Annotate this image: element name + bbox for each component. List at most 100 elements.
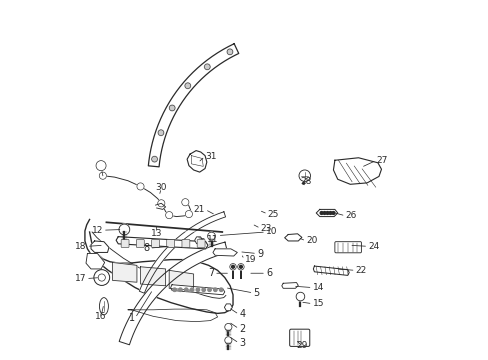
Circle shape (207, 232, 215, 240)
FancyBboxPatch shape (289, 329, 309, 346)
Circle shape (119, 224, 129, 235)
Circle shape (169, 105, 175, 111)
Polygon shape (187, 150, 206, 172)
Text: 25: 25 (267, 210, 279, 219)
Text: 16: 16 (95, 312, 106, 321)
Polygon shape (212, 249, 237, 256)
Polygon shape (155, 203, 165, 210)
Polygon shape (119, 242, 227, 345)
Circle shape (172, 288, 176, 292)
Polygon shape (333, 158, 381, 184)
Circle shape (328, 212, 331, 215)
Polygon shape (169, 270, 193, 291)
Circle shape (231, 265, 234, 268)
Polygon shape (194, 237, 202, 244)
Text: 5: 5 (253, 288, 259, 298)
Text: 15: 15 (312, 299, 324, 308)
Text: 18: 18 (75, 242, 86, 251)
FancyBboxPatch shape (136, 239, 144, 247)
Ellipse shape (99, 298, 108, 315)
Circle shape (296, 292, 304, 301)
Circle shape (158, 130, 163, 136)
Text: 23: 23 (260, 224, 271, 233)
Polygon shape (281, 283, 298, 288)
Circle shape (237, 264, 244, 270)
Text: 12: 12 (91, 226, 102, 235)
Text: 14: 14 (312, 283, 324, 292)
FancyBboxPatch shape (151, 239, 159, 247)
Circle shape (320, 212, 323, 215)
Circle shape (219, 288, 223, 292)
Circle shape (298, 170, 310, 181)
Circle shape (204, 64, 210, 70)
Text: 30: 30 (155, 183, 167, 192)
Circle shape (196, 288, 199, 292)
Circle shape (178, 288, 182, 292)
Polygon shape (91, 241, 109, 252)
Text: 11: 11 (206, 235, 218, 244)
Text: 17: 17 (74, 274, 86, 283)
Text: 21: 21 (193, 205, 204, 214)
Circle shape (158, 200, 164, 207)
Circle shape (213, 288, 217, 292)
Polygon shape (170, 285, 224, 295)
Circle shape (165, 212, 172, 219)
Text: 27: 27 (376, 156, 387, 165)
Text: 24: 24 (367, 242, 379, 251)
Circle shape (137, 183, 144, 190)
Polygon shape (112, 262, 137, 282)
Text: 26: 26 (345, 211, 356, 220)
Circle shape (202, 288, 205, 292)
Text: 22: 22 (355, 266, 366, 275)
Text: 29: 29 (296, 341, 307, 350)
Circle shape (224, 337, 231, 344)
Circle shape (151, 156, 157, 162)
FancyBboxPatch shape (166, 239, 174, 247)
Circle shape (182, 199, 188, 206)
Circle shape (226, 49, 232, 55)
Circle shape (224, 323, 231, 330)
Text: 20: 20 (305, 237, 317, 246)
Circle shape (96, 161, 106, 171)
Circle shape (99, 172, 106, 179)
Text: 19: 19 (244, 255, 256, 264)
Polygon shape (116, 237, 207, 249)
Circle shape (94, 270, 109, 285)
Circle shape (239, 265, 242, 268)
Polygon shape (313, 266, 348, 275)
Text: 10: 10 (265, 228, 277, 237)
FancyBboxPatch shape (334, 242, 361, 253)
Text: 31: 31 (204, 152, 216, 161)
FancyBboxPatch shape (197, 239, 204, 247)
Circle shape (185, 211, 192, 218)
Polygon shape (86, 253, 104, 269)
Circle shape (207, 288, 211, 292)
Polygon shape (139, 212, 225, 293)
Circle shape (98, 274, 105, 281)
Polygon shape (224, 304, 232, 311)
Text: 13: 13 (151, 229, 162, 238)
Text: 8: 8 (143, 243, 149, 253)
Polygon shape (85, 220, 233, 314)
Text: 7: 7 (207, 268, 214, 278)
Circle shape (190, 288, 193, 292)
Circle shape (184, 83, 190, 89)
Text: 1: 1 (129, 313, 135, 323)
Polygon shape (140, 267, 165, 286)
Text: 28: 28 (300, 177, 311, 186)
Polygon shape (316, 210, 337, 217)
Text: 2: 2 (239, 324, 245, 334)
Text: 9: 9 (257, 248, 263, 258)
Polygon shape (284, 234, 301, 241)
Circle shape (184, 288, 187, 292)
Text: 4: 4 (239, 310, 245, 319)
FancyBboxPatch shape (182, 239, 189, 247)
Text: 3: 3 (239, 338, 245, 348)
Circle shape (331, 212, 334, 215)
Circle shape (229, 264, 236, 270)
Circle shape (323, 212, 325, 215)
FancyBboxPatch shape (121, 239, 129, 247)
Polygon shape (148, 44, 238, 167)
Text: 6: 6 (265, 268, 272, 278)
Circle shape (325, 212, 328, 215)
